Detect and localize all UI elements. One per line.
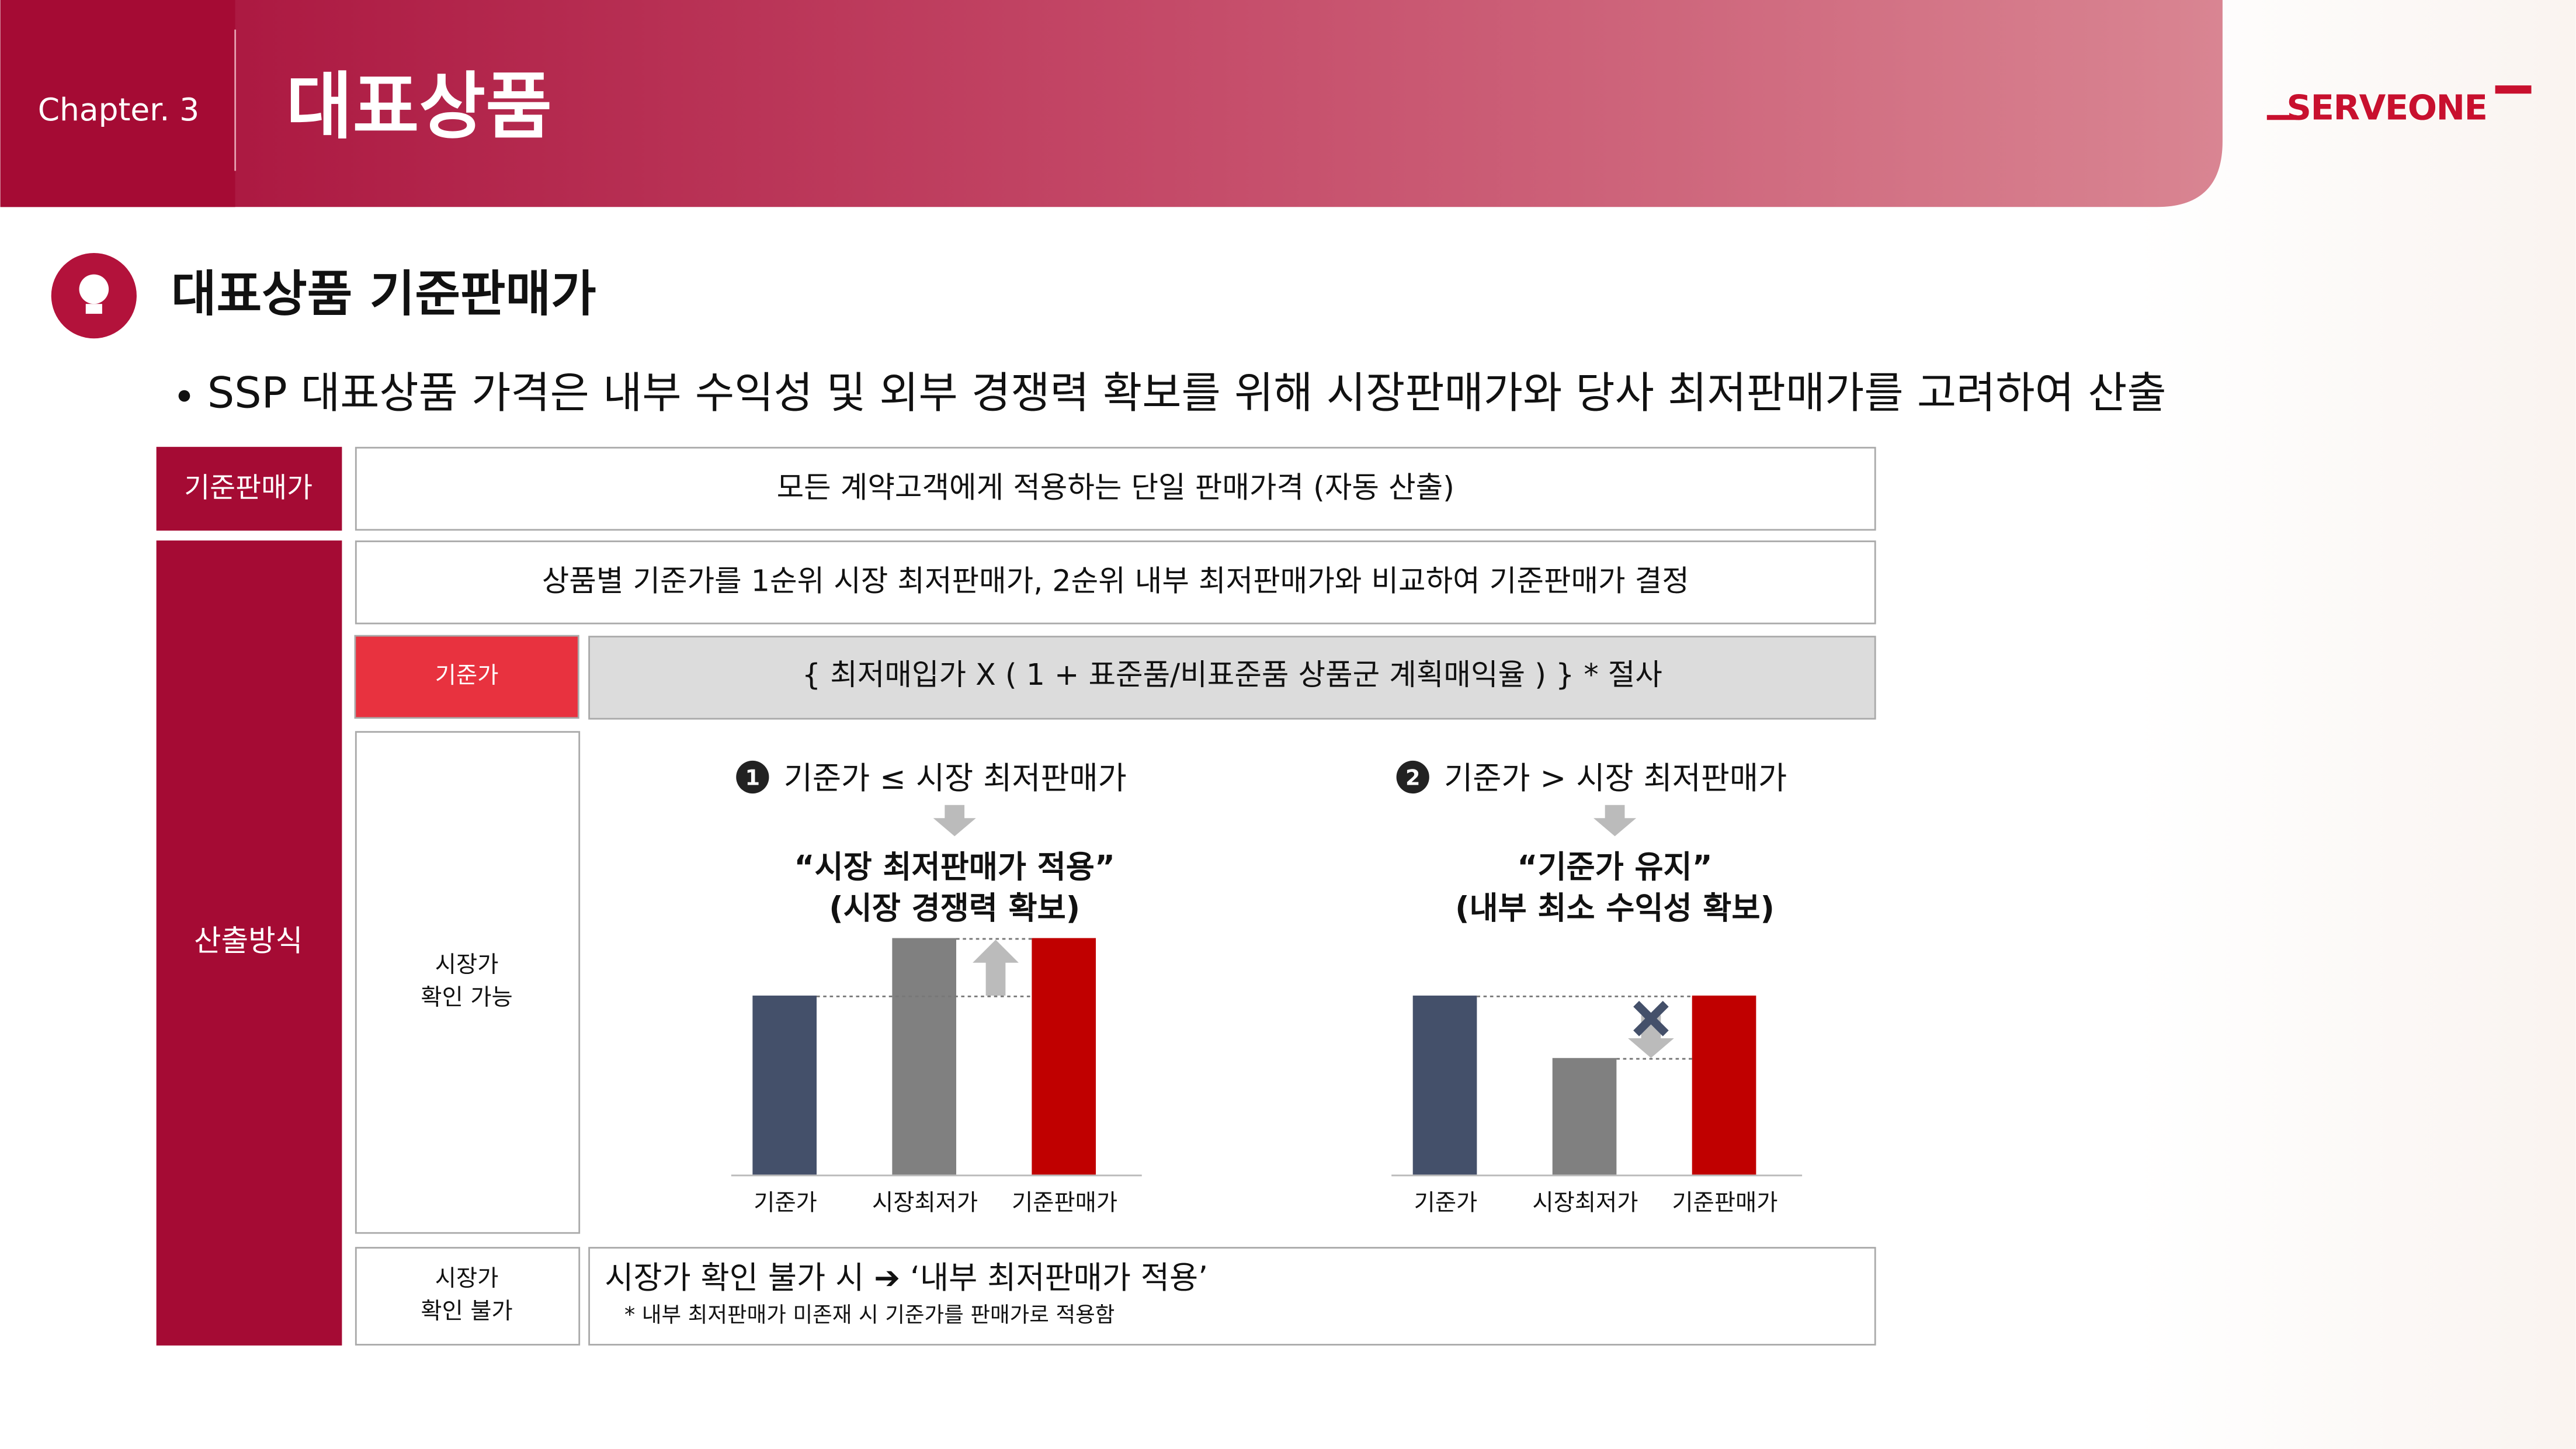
formula-label-box bbox=[354, 635, 579, 719]
intro: 상품별 기준가를 1순위 시장 최저판매가, 2순위 내부 최저판매가와 비교하… bbox=[542, 564, 1689, 598]
case-note: * 내부 최저판매가 미존재 시 기준가를 판매가로 적용함 bbox=[624, 1302, 1115, 1327]
logo-mark bbox=[2266, 115, 2297, 120]
result: (시장 경쟁력 확보) bbox=[829, 889, 1080, 926]
case-box bbox=[588, 1247, 1876, 1346]
step-badge bbox=[736, 760, 769, 794]
bar bbox=[892, 938, 957, 1175]
step-number: 1 bbox=[745, 765, 760, 790]
header-band bbox=[0, 0, 2223, 207]
bar-label: 기준가 bbox=[754, 1190, 817, 1216]
row-label bbox=[156, 540, 342, 1346]
bar-label: 시장최저가 bbox=[1532, 1190, 1638, 1216]
up-arrow bbox=[973, 940, 1019, 996]
bar bbox=[1412, 995, 1477, 1175]
bar bbox=[1692, 995, 1756, 1175]
bar bbox=[752, 995, 817, 1175]
case-label: 확인 불가 bbox=[421, 1298, 512, 1325]
down-arrow bbox=[1628, 1015, 1674, 1058]
chapter: Chapter. 3 bbox=[38, 91, 200, 128]
step-number: 2 bbox=[1405, 765, 1420, 790]
chapter-block bbox=[0, 0, 235, 207]
case-text: 시장가 확인 불가 시 ➔ ‘내부 최저판매가 적용’ bbox=[605, 1259, 1208, 1296]
header-title: 대표상품 bbox=[286, 65, 552, 149]
logo: SERVEONE bbox=[2287, 87, 2487, 127]
case-label: 시장가 bbox=[435, 951, 499, 978]
case-label-box bbox=[355, 731, 581, 1234]
row-content: 모든 계약고객에게 적용하는 단일 판매가격 (자동 산출) bbox=[777, 470, 1454, 504]
section-title: 대표상품 기준판매가 bbox=[171, 265, 596, 323]
bulb-base bbox=[85, 304, 102, 314]
row-box bbox=[355, 446, 1876, 531]
result: “기준가 유지” bbox=[1517, 848, 1712, 885]
bulb bbox=[79, 274, 109, 304]
row-label-text: 산출방식 bbox=[194, 923, 303, 958]
step-badge bbox=[1396, 760, 1429, 794]
bullet-dot bbox=[178, 390, 190, 402]
intro-box bbox=[355, 540, 1876, 625]
down-arrow bbox=[933, 805, 976, 837]
cross bbox=[1633, 1001, 1669, 1037]
row-label-text: 기준판매가 bbox=[184, 472, 313, 504]
condition: 기준가 ≤ 시장 최저판매가 bbox=[784, 760, 1127, 796]
bar-label: 기준판매가 bbox=[1012, 1190, 1117, 1216]
condition: 기준가 > 시장 최저판매가 bbox=[1444, 760, 1787, 796]
bullet-text: SSP 대표상품 가격은 내부 수익성 및 외부 경쟁력 확보를 위해 시장판매… bbox=[207, 369, 2167, 418]
case-label: 시장가 bbox=[435, 1265, 499, 1292]
result: (내부 최소 수익성 확보) bbox=[1455, 889, 1775, 926]
case-label: 확인 가능 bbox=[421, 984, 512, 1011]
logo-mark bbox=[2495, 85, 2532, 94]
formula: { 최저매입가 X ( 1 + 표준품/비표준품 상품군 계획매익율 ) } *… bbox=[802, 657, 1662, 692]
formula-label: 기준가 bbox=[435, 662, 499, 689]
result: “시장 최저판매가 적용” bbox=[794, 848, 1115, 885]
bar-label: 시장최저가 bbox=[872, 1190, 978, 1216]
bar bbox=[1032, 938, 1096, 1175]
down-arrow bbox=[1593, 805, 1637, 837]
bar bbox=[1552, 1058, 1617, 1175]
formula-box bbox=[588, 636, 1876, 720]
background-tint bbox=[2135, 0, 2576, 1449]
bar-label: 기준판매가 bbox=[1672, 1190, 1777, 1216]
row-label bbox=[156, 446, 342, 531]
bar-label: 기준가 bbox=[1414, 1190, 1478, 1216]
case-label-box bbox=[355, 1247, 581, 1346]
